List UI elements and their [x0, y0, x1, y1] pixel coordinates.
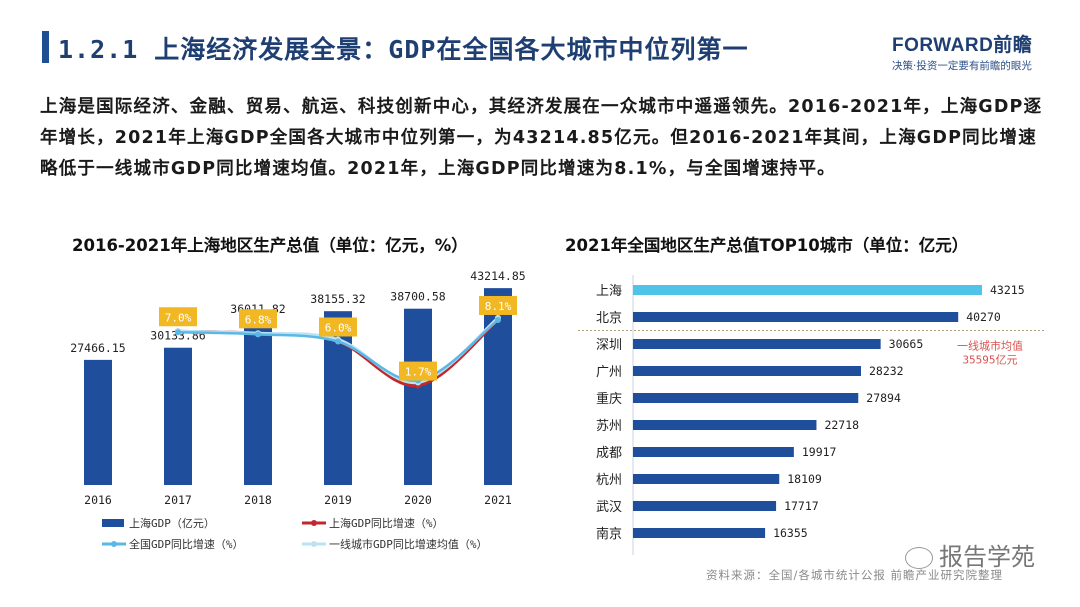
city-bar-北京 [633, 312, 959, 322]
national-growth-line-point [335, 338, 341, 345]
legend-label: 上海GDP同比增速（%） [329, 516, 444, 530]
city-label: 南京 [596, 526, 622, 542]
tier1-average-value: 35595亿元 [962, 354, 1017, 367]
city-value-label: 17717 [784, 499, 819, 513]
page-title: 1.2.1 上海经济发展全景：GDP在全国各大城市中位列第一 [58, 35, 749, 64]
city-bar-深圳 [633, 339, 881, 349]
x-tick-label: 2018 [244, 493, 272, 507]
x-tick-label: 2016 [84, 493, 112, 507]
gdp-bar-label: 38155.32 [310, 292, 365, 306]
city-value-label: 19917 [802, 445, 837, 459]
growth-label-box [239, 309, 277, 329]
logo-slogan: 决策·投资一定要有前瞻的眼光 [892, 60, 1032, 72]
city-value-label: 28232 [869, 364, 904, 378]
legend-label: 全国GDP同比增速（%） [129, 537, 244, 551]
title-accent-bar [42, 31, 49, 63]
city-bar-南京 [633, 528, 766, 538]
city-bar-武汉 [633, 501, 777, 511]
x-tick-label: 2020 [404, 493, 432, 507]
city-value-label: 30665 [889, 337, 924, 351]
summary-paragraph: 上海是国际经济、金融、贸易、航运、科技创新中心，其经济发展在一众城市中遥遥领先。… [40, 97, 1043, 179]
city-label: 上海 [596, 284, 622, 299]
city-value-label: 18109 [787, 472, 822, 486]
growth-label-box [399, 361, 437, 381]
x-tick-label: 2019 [324, 493, 352, 507]
gdp-bar-2020 [404, 308, 432, 485]
city-bar-重庆 [633, 393, 859, 403]
city-bar-苏州 [633, 420, 817, 430]
city-label: 成都 [596, 446, 622, 461]
gdp-bar-label: 27466.15 [70, 341, 125, 355]
gdp-bar-label: 38700.58 [390, 290, 445, 304]
city-label: 苏州 [596, 418, 622, 434]
national-growth-line-point [495, 316, 501, 323]
city-label: 广州 [596, 365, 622, 380]
city-value-label: 43215 [990, 283, 1025, 297]
growth-label-box [319, 317, 357, 337]
growth-label: 1.7% [405, 366, 432, 379]
city-bar-成都 [633, 447, 794, 457]
legend-label: 上海GDP（亿元） [129, 516, 215, 530]
watermark-text: 报告学苑 [939, 543, 1035, 571]
legend-label: 一线城市GDP同比增速均值（%） [329, 537, 488, 551]
city-value-label: 22718 [824, 418, 859, 432]
left-chart-title: 2016-2021年上海地区生产总值（单位：亿元，%） [72, 236, 468, 255]
legend-swatch-marker [311, 541, 317, 547]
logo-main-text: FORWARD前瞻 [892, 35, 1033, 56]
data-source: 资料来源：全国/各城市统计公报 前瞻产业研究院整理 [706, 568, 1004, 582]
forward-logo: FORWARD前瞻 决策·投资一定要有前瞻的眼光 [892, 30, 1032, 73]
gdp-bar-2017 [164, 347, 192, 485]
city-value-label: 27894 [866, 391, 901, 405]
wechat-watermark: 报告学苑 [905, 537, 1035, 572]
tier1-average-label: 一线城市均值 [957, 339, 1023, 353]
legend-swatch-bar [102, 519, 124, 527]
legend-swatch-marker [311, 520, 317, 526]
city-bar-上海 [633, 285, 982, 295]
growth-label: 7.0% [165, 311, 192, 324]
city-bar-广州 [633, 366, 861, 376]
city-label: 深圳 [596, 338, 622, 353]
city-label: 北京 [596, 311, 622, 326]
growth-label-box [159, 307, 197, 327]
legend-swatch-marker [111, 541, 117, 547]
right-chart-title: 2021年全国地区生产总值TOP10城市（单位：亿元） [565, 236, 969, 255]
growth-label: 6.0% [325, 322, 352, 335]
growth-label: 6.8% [245, 313, 272, 326]
x-tick-label: 2017 [164, 493, 192, 507]
city-label: 武汉 [596, 500, 622, 515]
x-tick-label: 2021 [484, 493, 512, 507]
top10-city-bar-chart: 上海 43215 北京 40270 深圳 30665 广州 28232 重庆 27894 苏州 227… [578, 275, 1045, 555]
city-value-label: 16355 [773, 526, 808, 540]
gdp-bar-2016 [84, 359, 112, 485]
city-value-label: 40270 [966, 310, 1001, 324]
gdp-combo-chart: 27466.15201630133.86201736011.8220183815… [70, 269, 525, 551]
gdp-bar-label: 43214.85 [470, 269, 525, 283]
wechat-icon [905, 547, 933, 569]
city-label: 杭州 [596, 473, 622, 488]
national-growth-line-point [255, 331, 261, 338]
national-growth-line-point [175, 329, 181, 336]
growth-label-box [479, 295, 517, 315]
gdp-bar-2018 [244, 320, 272, 485]
growth-label: 8.1% [485, 300, 512, 313]
city-bar-杭州 [633, 474, 780, 484]
city-label: 重庆 [596, 391, 622, 407]
